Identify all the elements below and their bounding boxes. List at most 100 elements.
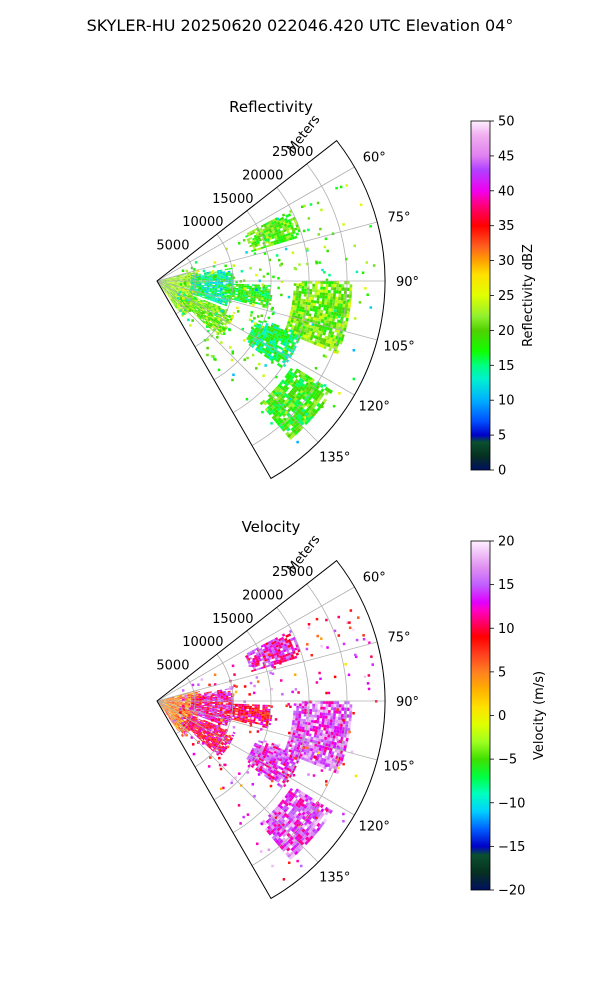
range-gate	[309, 289, 312, 292]
range-gate	[185, 279, 188, 280]
range-gate	[188, 702, 191, 703]
range-gate	[233, 732, 236, 734]
clutter-gate	[325, 238, 328, 241]
range-gate	[331, 284, 334, 287]
range-gate	[310, 305, 313, 308]
clutter-gate	[213, 358, 216, 361]
range-gate	[241, 288, 244, 290]
range-gate	[310, 308, 313, 311]
clutter-gate	[199, 287, 202, 290]
range-gate	[295, 298, 298, 301]
clutter-gate	[347, 299, 350, 302]
range-gate	[210, 279, 213, 280]
clutter-gate	[335, 187, 338, 190]
clutter-gate	[212, 270, 215, 273]
range-gate	[293, 295, 296, 298]
range-gate	[174, 277, 177, 278]
range-gate	[197, 282, 200, 283]
range-gate	[298, 298, 301, 301]
range-gate	[217, 707, 220, 708]
clutter-gate	[277, 277, 280, 280]
clutter-gate	[360, 204, 363, 207]
range-gate	[317, 295, 320, 298]
range-gate	[220, 278, 223, 279]
range-gate	[294, 283, 297, 286]
range-gate	[218, 274, 221, 275]
range-gate	[293, 291, 296, 294]
range-gate	[322, 296, 325, 299]
range-gate	[320, 281, 323, 284]
clutter-gate	[257, 315, 260, 318]
clutter-gate	[353, 245, 356, 248]
clutter-gate	[184, 283, 187, 286]
clutter-gate	[189, 309, 192, 312]
range-gate	[325, 293, 328, 296]
clutter-gate	[190, 280, 193, 283]
range-gate	[228, 697, 231, 698]
range-gate	[331, 287, 334, 290]
range-gate	[295, 300, 298, 303]
range-gate	[328, 293, 331, 296]
clutter-gate	[283, 348, 286, 351]
clutter-gate	[261, 297, 264, 300]
clutter-gate	[211, 355, 214, 358]
range-gate	[210, 699, 213, 700]
range-gate	[336, 287, 339, 290]
clutter-gate	[271, 308, 274, 311]
range-gate	[215, 696, 218, 697]
clutter-gate	[250, 314, 253, 317]
clutter-gate	[191, 319, 194, 322]
range-gate	[331, 281, 334, 284]
range-gate	[311, 297, 314, 300]
range-gate	[333, 296, 336, 299]
range-gate	[338, 297, 341, 300]
range-gate	[258, 299, 261, 301]
range-gate	[220, 704, 223, 705]
reflectivity-title: Reflectivity	[229, 98, 313, 116]
range-gate	[218, 697, 221, 698]
clutter-gate	[258, 287, 261, 290]
clutter-gate	[278, 259, 281, 262]
range-gate	[302, 307, 305, 310]
range-gate	[318, 281, 321, 284]
clutter-gate	[223, 332, 226, 335]
range-gate	[185, 699, 188, 700]
range-gate	[226, 703, 229, 704]
clutter-gate	[320, 209, 323, 212]
range-gate	[323, 287, 326, 290]
range-gate	[315, 306, 318, 309]
clutter-gate	[231, 379, 234, 382]
clutter-gate	[182, 269, 185, 272]
clutter-gate	[359, 301, 362, 304]
range-gate	[215, 702, 218, 703]
range-gate	[214, 692, 217, 693]
clutter-gate	[299, 324, 302, 327]
range-gate	[218, 282, 221, 283]
clutter-gate	[266, 239, 269, 242]
range-gate	[265, 292, 268, 294]
range-gate	[210, 286, 213, 287]
range-gate	[296, 283, 299, 286]
range-gate	[296, 288, 299, 291]
range-gate	[215, 704, 218, 705]
range-gate	[220, 699, 223, 700]
clutter-gate	[298, 263, 301, 266]
clutter-gate	[223, 328, 226, 331]
clutter-gate	[369, 225, 372, 228]
range-gate	[210, 706, 213, 707]
range-gate	[304, 294, 307, 297]
clutter-gate	[303, 205, 306, 208]
range-gate	[282, 213, 286, 216]
range-gate	[210, 703, 213, 704]
range-gate	[236, 288, 239, 290]
clutter-gate	[316, 262, 319, 265]
clutter-gate	[194, 297, 197, 300]
range-gate	[212, 279, 215, 280]
range-gate	[317, 298, 320, 301]
range-gate	[180, 280, 183, 281]
clutter-gate	[252, 288, 255, 291]
range-gate	[185, 702, 188, 703]
clutter-gate	[252, 354, 255, 357]
range-gate	[299, 291, 302, 294]
clutter-gate	[288, 296, 291, 299]
